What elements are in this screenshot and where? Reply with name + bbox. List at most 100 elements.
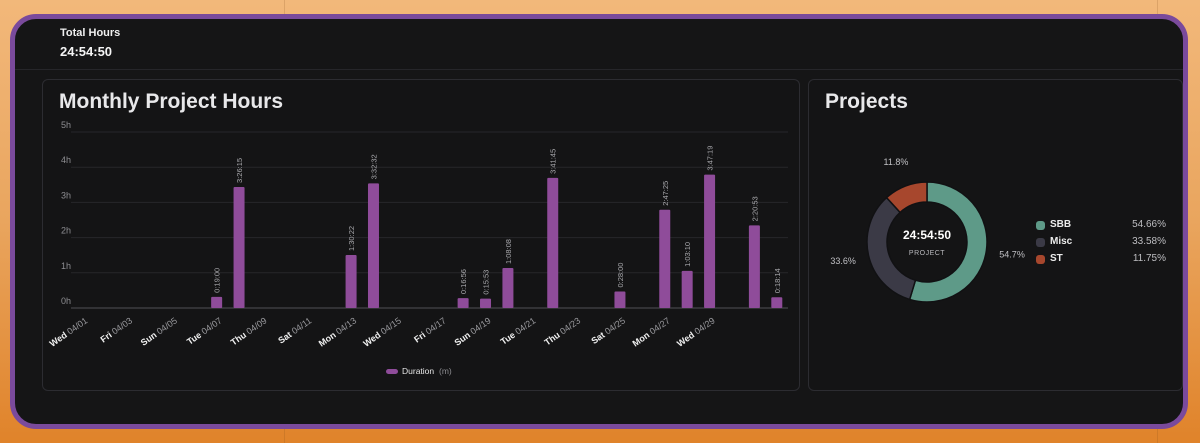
- chart-legend[interactable]: Duration (m): [386, 366, 452, 376]
- x-tick-date: 04/05: [155, 315, 179, 336]
- summary-header: Total Hours 24:54:50: [15, 19, 1183, 70]
- chart-gridlines: [71, 131, 788, 309]
- bar[interactable]: [367, 183, 379, 308]
- x-tick-date: 04/19: [468, 315, 492, 336]
- bar[interactable]: [659, 209, 671, 308]
- bar-value-label: 2:20:53: [750, 196, 759, 221]
- x-tick-label: Fri 04/17: [412, 315, 448, 344]
- legend-name-st: ST: [1050, 253, 1063, 264]
- x-tick-label: Sat 04/11: [276, 315, 313, 345]
- x-tick-label: Sat 04/25: [589, 315, 627, 346]
- total-hours-label: Total Hours: [60, 27, 121, 39]
- x-tick-label: Sun 04/19: [452, 315, 492, 347]
- x-tick-date: 04/01: [65, 315, 89, 336]
- legend-item-misc[interactable]: Misc 33.58%: [1036, 236, 1166, 252]
- y-tick-label: 4h: [61, 155, 71, 165]
- x-tick-date: 04/03: [110, 315, 134, 336]
- x-tick-date: 04/17: [424, 315, 448, 336]
- x-tick-date: 04/23: [558, 315, 582, 336]
- x-tick-label: Fri 04/03: [98, 315, 134, 344]
- legend-item-sbb[interactable]: SBB 54.66%: [1036, 219, 1166, 235]
- donut-center-value: 24:54:50: [903, 228, 951, 242]
- legend-name-misc: Misc: [1050, 236, 1073, 247]
- monthly-hours-title: Monthly Project Hours: [59, 90, 284, 113]
- bar[interactable]: [748, 225, 760, 308]
- x-tick-date: 04/21: [513, 315, 537, 336]
- x-tick-label: Thu 04/23: [543, 315, 583, 347]
- bar-value-labels: 0:19:00 3:26:15 1:30:22 3:32:32 0:16:56 0:15:…: [213, 146, 782, 295]
- legend-swatch: [386, 369, 398, 374]
- projects-donut-chart: 54.7% 33.6% 11.8% 24:54:50 PROJECT: [830, 157, 1025, 303]
- y-tick-label: 3h: [61, 190, 71, 200]
- bar-value-label: 0:19:00: [213, 268, 222, 293]
- bar-value-label: 3:32:32: [369, 154, 378, 179]
- legend-name-sbb: SBB: [1050, 219, 1072, 230]
- slice-percent-label: 11.8%: [884, 157, 909, 167]
- legend-dot-st: [1036, 255, 1045, 264]
- bar[interactable]: [771, 297, 783, 308]
- bar[interactable]: [480, 298, 492, 308]
- y-tick-label: 0h: [61, 296, 71, 306]
- bar-value-label: 0:28:00: [616, 263, 625, 288]
- bar[interactable]: [502, 268, 514, 308]
- bar[interactable]: [211, 296, 223, 308]
- x-tick-date: 04/27: [648, 315, 672, 336]
- x-tick-label: Sun 04/05: [139, 315, 179, 347]
- x-tick-label: Mon 04/13: [317, 315, 358, 348]
- legend-item-st[interactable]: ST 11.75%: [1036, 253, 1166, 269]
- bar[interactable]: [547, 177, 559, 308]
- donut-slice[interactable]: [885, 181, 928, 214]
- bar-value-label: 0:18:14: [773, 268, 782, 293]
- x-tick-date: 04/25: [603, 315, 627, 336]
- bar-value-label: 3:26:15: [235, 158, 244, 183]
- x-tick-label: Wed 04/29: [675, 315, 717, 348]
- slice-percent-label: 54.7%: [999, 250, 1025, 260]
- bar[interactable]: [681, 270, 693, 308]
- bar-value-label: 3:41:45: [549, 149, 558, 174]
- bar-value-label: 1:08:08: [504, 239, 513, 264]
- x-tick-date: 04/07: [200, 315, 224, 336]
- y-tick-label: 5h: [61, 120, 71, 130]
- x-tick-label: Wed 04/01: [48, 315, 90, 348]
- bar[interactable]: [614, 291, 626, 308]
- projects-card: Projects 54.7% 33.6% 11.8% 24:54:50 PROJEC…: [808, 79, 1183, 391]
- x-tick-date: 04/09: [244, 315, 268, 336]
- bar-value-label: 1:30:22: [347, 226, 356, 251]
- x-tick-date: 04/15: [379, 315, 403, 336]
- donut-slice-labels: 54.7% 33.6% 11.8%: [830, 157, 1024, 266]
- legend-percent-st: 11.75%: [1132, 253, 1166, 264]
- donut-center-label: PROJECT: [909, 250, 945, 257]
- y-axis-ticks: 0h 1h 2h 3h 4h 5h: [61, 120, 71, 306]
- bar-value-label: 0:15:53: [482, 270, 491, 295]
- bar-value-label: 1:03:10: [683, 242, 692, 267]
- bar[interactable]: [233, 186, 245, 308]
- monthly-hours-chart: 0h 1h 2h 3h 4h 5h 0:19:00 3:26:15 1:30:22 3:32:3…: [48, 120, 788, 376]
- legend-label: Duration: [402, 366, 434, 376]
- slice-percent-label: 33.6%: [830, 256, 856, 266]
- bar-value-label: 3:47:19: [706, 146, 715, 171]
- x-tick-date: 04/29: [693, 315, 717, 336]
- bar[interactable]: [345, 254, 357, 308]
- legend-percent-sbb: 54.66%: [1132, 219, 1166, 230]
- bar[interactable]: [457, 298, 469, 308]
- donut-slices: [866, 181, 988, 303]
- x-tick-date: 04/13: [334, 315, 358, 336]
- y-tick-label: 1h: [61, 261, 71, 271]
- monthly-hours-card: Monthly Project Hours 0h 1h 2h 3h 4h 5h 0:19:…: [42, 79, 800, 391]
- legend-unit: (m): [439, 366, 452, 376]
- y-tick-label: 2h: [61, 226, 71, 236]
- x-tick-label: Thu 04/09: [229, 315, 269, 347]
- legend-percent-misc: 33.58%: [1132, 236, 1166, 247]
- donut-slice[interactable]: [908, 181, 988, 303]
- x-tick-date: 04/11: [290, 315, 314, 336]
- legend-dot-sbb: [1036, 221, 1045, 230]
- x-tick-label: Tue 04/21: [499, 315, 538, 346]
- chart-bars: [211, 174, 783, 308]
- bar[interactable]: [704, 174, 716, 308]
- donut-slice[interactable]: [866, 196, 917, 301]
- bar-value-label: 0:16:56: [459, 269, 468, 294]
- legend-dot-misc: [1036, 238, 1045, 247]
- x-tick-label: Mon 04/27: [631, 315, 672, 348]
- x-tick-label: Wed 04/15: [361, 315, 403, 348]
